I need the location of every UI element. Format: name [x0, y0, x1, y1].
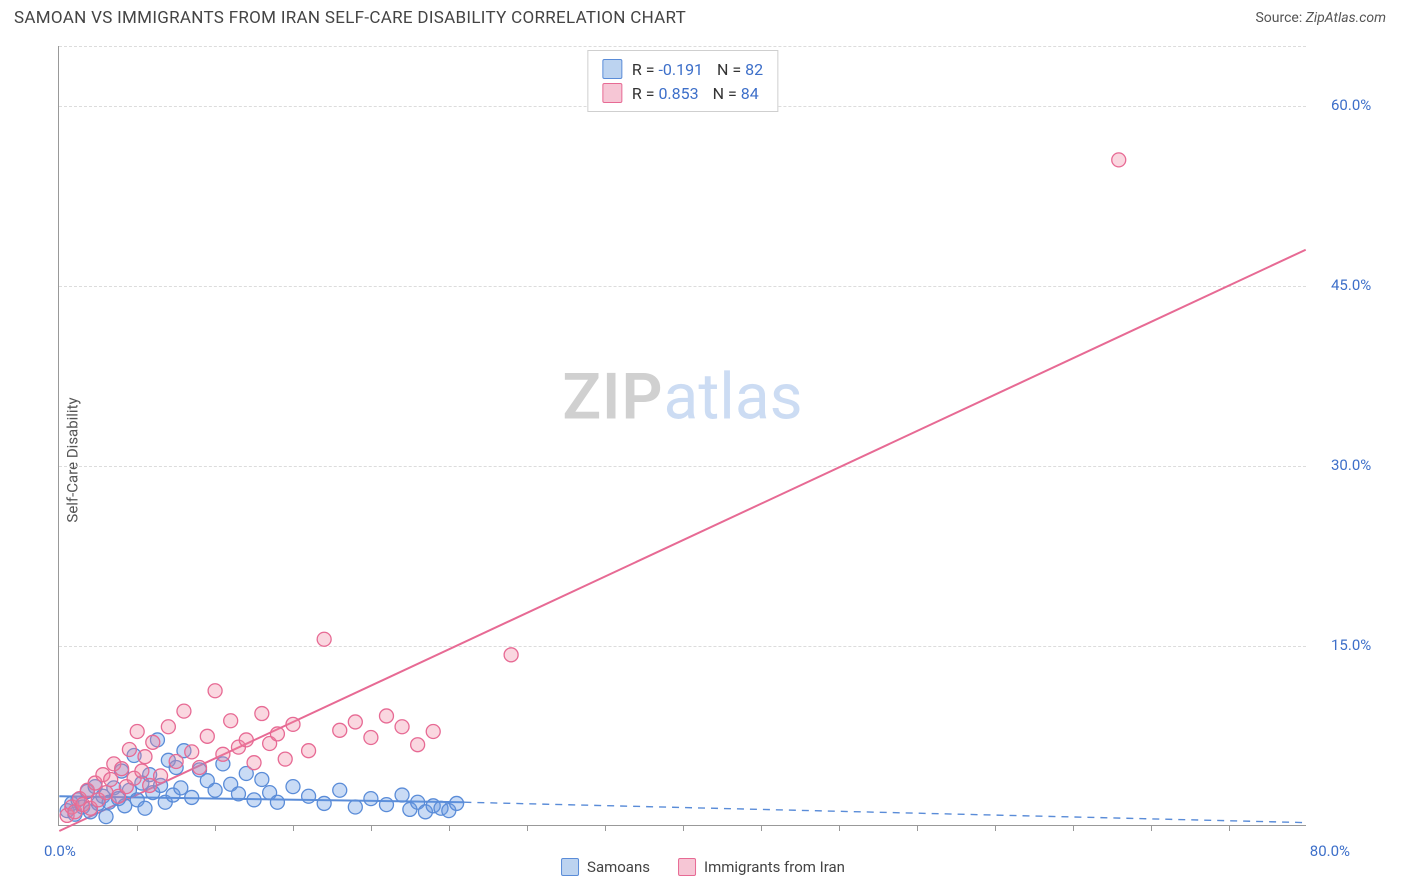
swatch-samoans [602, 59, 622, 79]
x-axis-min-label: 0.0% [44, 842, 76, 860]
legend-row-samoans: R = -0.191 N = 82 [602, 57, 763, 81]
chart-container: Self-Care Disability ZIPatlas R = -0.191… [14, 40, 1392, 880]
swatch-iran-icon [678, 858, 696, 876]
plot-svg [59, 46, 1306, 825]
chart-title: SAMOAN VS IMMIGRANTS FROM IRAN SELF-CARE… [14, 8, 686, 28]
correlation-legend: R = -0.191 N = 82 R = 0.853 N = 84 [587, 50, 778, 112]
swatch-samoans-icon [561, 858, 579, 876]
legend-item-iran: Immigrants from Iran [678, 858, 845, 876]
x-axis-max-label: 80.0% [1310, 842, 1350, 860]
swatch-iran [602, 83, 622, 103]
series-legend: Samoans Immigrants from Iran [561, 858, 845, 876]
chart-header: SAMOAN VS IMMIGRANTS FROM IRAN SELF-CARE… [0, 0, 1406, 34]
legend-row-iran: R = 0.853 N = 84 [602, 81, 763, 105]
legend-item-samoans: Samoans [561, 858, 650, 876]
plot-area: ZIPatlas R = -0.191 N = 82 R = 0.853 N =… [58, 46, 1306, 826]
chart-source: Source: ZipAtlas.com [1255, 10, 1386, 26]
